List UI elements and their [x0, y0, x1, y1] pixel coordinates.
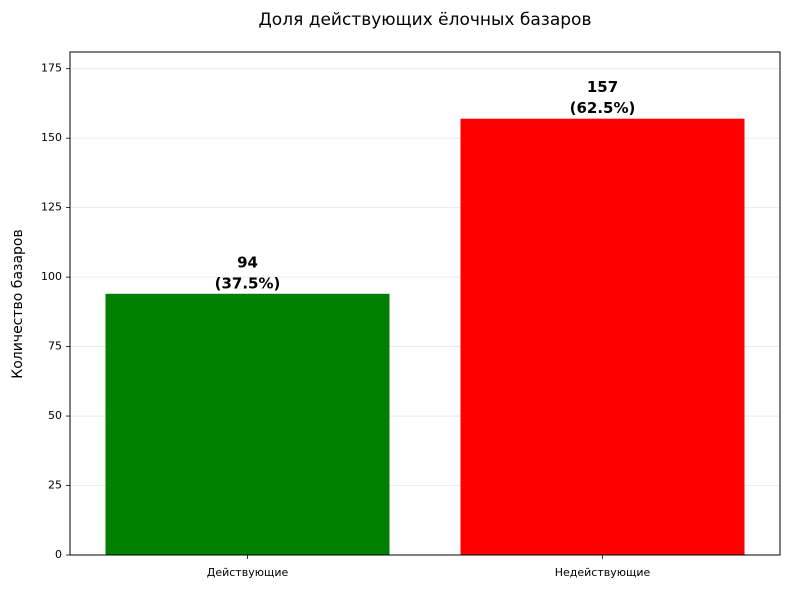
value-label: 94	[237, 253, 258, 271]
bar	[460, 118, 745, 555]
value-label: (62.5%)	[570, 99, 636, 117]
y-tick-label: 75	[48, 340, 62, 353]
value-label: 157	[587, 78, 618, 96]
y-tick-label: 0	[55, 548, 62, 561]
y-tick-label: 175	[41, 62, 62, 75]
y-tick-label: 125	[41, 201, 62, 214]
y-axis-label: Количество базаров	[10, 229, 26, 379]
y-tick-label: 25	[48, 479, 62, 492]
bar	[105, 293, 390, 555]
x-tick-label: Действующие	[207, 566, 289, 579]
x-tick-label: Недействующие	[555, 566, 651, 579]
plot-frame	[69, 51, 781, 556]
chart-title: Доля действующих ёлочных базаров	[259, 10, 592, 30]
y-tick-label: 100	[41, 270, 62, 283]
y-tick-label: 150	[41, 131, 62, 144]
value-label: (37.5%)	[215, 274, 281, 292]
y-tick-label: 50	[48, 409, 62, 422]
